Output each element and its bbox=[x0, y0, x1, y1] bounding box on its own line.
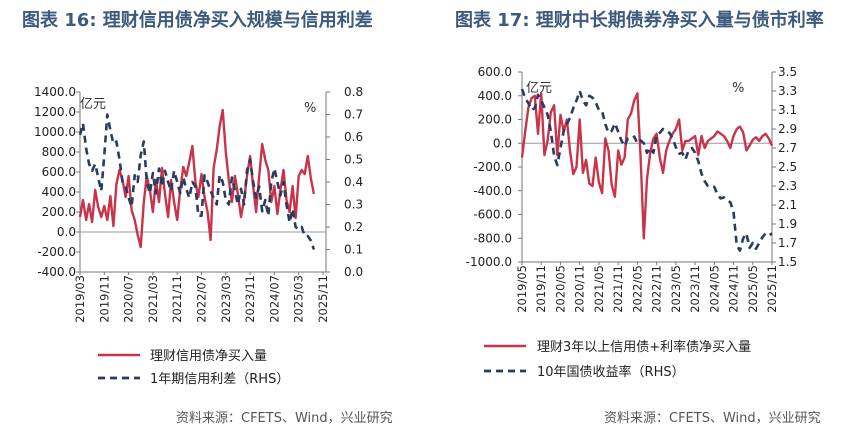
chart-title-left: 图表 16: 理财信用债净买入规模与信用利差 bbox=[22, 10, 373, 31]
y-left-tick-label: 1000.0 bbox=[34, 125, 76, 139]
x-tick-label: 2024/11 bbox=[727, 265, 741, 313]
x-tick-label: 2020/05 bbox=[553, 265, 567, 313]
x-tick-label: 2025/11 bbox=[765, 265, 779, 313]
unit-label-left: 亿元 bbox=[80, 97, 106, 112]
x-tick-label: 2023/11 bbox=[243, 275, 257, 323]
y-left-tick-label: 0.0 bbox=[57, 225, 76, 239]
unit-label-left: 亿元 bbox=[526, 81, 552, 96]
y-right-tick-label: 1.9 bbox=[778, 217, 797, 231]
y-left-tick-label: -800.0 bbox=[473, 231, 512, 245]
x-tick-label: 2021/03 bbox=[146, 275, 160, 323]
x-tick-label: 2025/03 bbox=[292, 275, 306, 323]
legend-label-2: 1年期信用利差（RHS） bbox=[150, 372, 289, 387]
x-tick-label: 2020/07 bbox=[122, 275, 136, 323]
y-right-tick-label: 0.6 bbox=[344, 130, 363, 144]
x-tick-label: 2019/05 bbox=[515, 265, 529, 313]
x-tick-label: 2023/05 bbox=[669, 265, 683, 313]
y-right-tick-label: 3.5 bbox=[778, 65, 797, 79]
x-tick-label: 2019/11 bbox=[534, 265, 548, 313]
y-right-tick-label: 3.3 bbox=[778, 84, 797, 98]
chart-2: 600.0 400.0 200.0 0.0 -200.0 -400.0 -600.0 -800… bbox=[466, 65, 797, 380]
chart-1: 1400.0 1200.0 1000.0 800.0 600.0 400.0 200.0 0.… bbox=[34, 85, 363, 387]
x-tick-label: 2022/05 bbox=[630, 265, 644, 313]
series-line-spread bbox=[520, 88, 773, 252]
x-tick-label: 2023/11 bbox=[688, 265, 702, 313]
y-left-tick-label: 800.0 bbox=[42, 145, 76, 159]
y-left-tick-label: 200.0 bbox=[478, 113, 512, 127]
x-tick-label: 2022/07 bbox=[194, 275, 208, 323]
y-right-tick-label: 0.8 bbox=[344, 85, 363, 99]
y-right-tick-label: 2.1 bbox=[778, 198, 797, 212]
source-note-left: 资料来源：CFETS、Wind，兴业研究 bbox=[176, 411, 393, 426]
y-right-tick-label: 0.3 bbox=[344, 198, 363, 212]
chart-title-right: 图表 17: 理财中长期债券净买入量与债市利率 bbox=[455, 10, 824, 31]
y-left-tick-label: 0.0 bbox=[493, 136, 512, 150]
y-right-tick-label: 2.5 bbox=[778, 160, 797, 174]
y-right-tick-label: 2.9 bbox=[778, 122, 797, 136]
x-tick-label: 2025/05 bbox=[746, 265, 760, 313]
y-left-tick-label: -600.0 bbox=[473, 208, 512, 222]
y-left-tick-label: -400.0 bbox=[37, 265, 76, 279]
y-left-tick-label: -200.0 bbox=[473, 160, 512, 174]
x-tick-label: 2022/11 bbox=[650, 265, 664, 313]
legend-label-1: 理财信用债净买入量 bbox=[150, 349, 267, 364]
y-left-tick-label: 600.0 bbox=[478, 65, 512, 79]
y-left-tick-label: -1000.0 bbox=[466, 255, 512, 269]
y-left-tick-label: -200.0 bbox=[37, 245, 76, 259]
unit-label-right: % bbox=[304, 101, 316, 116]
y-right-tick-label: 1.7 bbox=[778, 236, 797, 250]
x-tick-label: 2024/07 bbox=[267, 275, 281, 323]
y-right-tick-label: 3.1 bbox=[778, 103, 797, 117]
x-tick-label: 2021/05 bbox=[592, 265, 606, 313]
y-right-tick-label: 0.5 bbox=[344, 153, 363, 167]
y-left-tick-label: 1200.0 bbox=[34, 105, 76, 119]
legend-label-1: 理财3年以上信用债+利率债净买入量 bbox=[537, 339, 751, 355]
x-tick-label: 2025/11 bbox=[316, 275, 330, 323]
y-right-tick-label: 0.0 bbox=[344, 265, 363, 279]
y-right-tick-label: 1.5 bbox=[778, 255, 797, 269]
x-tick-label: 2020/11 bbox=[573, 265, 587, 313]
series-line-net-buy bbox=[78, 108, 316, 249]
x-tick-label: 2019/11 bbox=[97, 275, 111, 323]
legend-label-2: 10年国债收益率（RHS） bbox=[537, 364, 685, 380]
x-tick-label: 2021/11 bbox=[170, 275, 184, 323]
x-tick-label: 2021/11 bbox=[611, 265, 625, 313]
unit-label-right: % bbox=[732, 81, 744, 96]
series-line-spread bbox=[78, 113, 316, 250]
y-right-tick-label: 0.7 bbox=[344, 108, 363, 122]
y-right-tick-label: 0.2 bbox=[344, 220, 363, 234]
y-left-tick-label: 400.0 bbox=[478, 89, 512, 103]
y-right-tick-label: 2.7 bbox=[778, 141, 797, 155]
y-right-tick-label: 0.1 bbox=[344, 243, 363, 257]
x-tick-label: 2019/03 bbox=[73, 275, 87, 323]
x-tick-label: 2024/05 bbox=[707, 265, 721, 313]
y-right-tick-label: 2.3 bbox=[778, 179, 797, 193]
x-tick-label: 2023/03 bbox=[219, 275, 233, 323]
y-left-tick-label: -400.0 bbox=[473, 184, 512, 198]
source-note-right: 资料来源：CFETS、Wind，兴业研究 bbox=[604, 411, 821, 426]
y-right-tick-label: 0.4 bbox=[344, 175, 363, 189]
y-left-tick-label: 400.0 bbox=[42, 185, 76, 199]
y-left-tick-label: 200.0 bbox=[42, 205, 76, 219]
y-left-tick-label: 1400.0 bbox=[34, 85, 76, 99]
y-left-tick-label: 600.0 bbox=[42, 165, 76, 179]
